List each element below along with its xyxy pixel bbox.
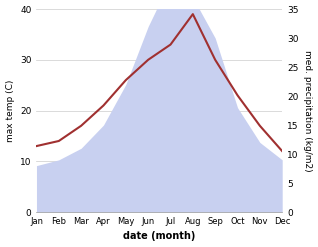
X-axis label: date (month): date (month) xyxy=(123,231,196,242)
Y-axis label: max temp (C): max temp (C) xyxy=(5,79,15,142)
Y-axis label: med. precipitation (kg/m2): med. precipitation (kg/m2) xyxy=(303,50,313,171)
